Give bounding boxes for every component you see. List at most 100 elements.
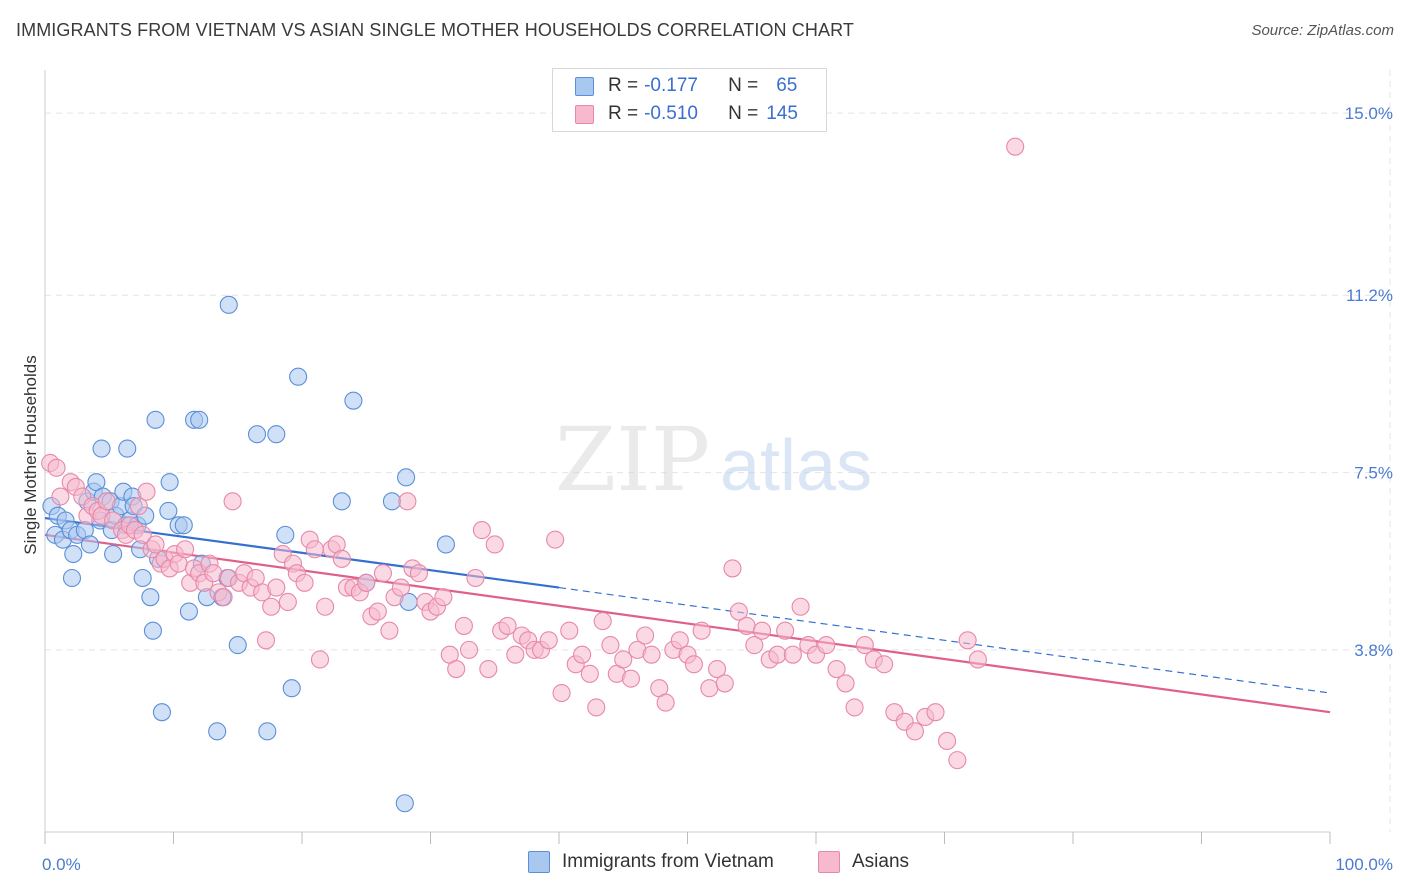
y-tick-label: 7.5% [1354, 464, 1393, 483]
data-point [133, 525, 152, 544]
data-point [159, 501, 178, 520]
data-point [174, 516, 193, 535]
data-point [498, 616, 517, 635]
r-value: -0.177 [644, 75, 698, 96]
data-point [459, 640, 479, 659]
data-point [700, 679, 719, 698]
legend-label: Asians [852, 851, 910, 872]
data-point [926, 703, 945, 722]
data-point [391, 578, 410, 597]
data-point [368, 602, 387, 621]
legend-row-vietnam: R = -0.177 N = 65 [575, 74, 797, 98]
data-point [190, 410, 209, 429]
data-point [380, 621, 399, 640]
data-point [47, 458, 66, 477]
data-point [752, 621, 772, 640]
data-point [875, 655, 894, 674]
pink-swatch-icon [575, 104, 594, 124]
data-point [552, 683, 571, 703]
data-point [670, 631, 689, 650]
data-point [208, 722, 227, 741]
blue-swatch-icon [575, 76, 594, 96]
data-point [382, 492, 402, 511]
n-label: N = [728, 75, 759, 96]
data-point [152, 703, 171, 722]
data-point [118, 439, 137, 458]
x-tick-label: 0.0% [42, 855, 81, 874]
data-point [129, 497, 148, 516]
data-point [262, 597, 281, 616]
data-point [855, 636, 874, 655]
data-point [332, 492, 351, 511]
data-point [92, 439, 111, 458]
data-point [905, 722, 924, 741]
pink-swatch-icon [818, 851, 840, 873]
axes [44, 70, 1331, 844]
data-point [204, 564, 223, 583]
data-point [395, 794, 414, 813]
data-point [295, 573, 314, 592]
data-point [948, 751, 967, 770]
data-point [968, 650, 987, 669]
data-point [768, 645, 787, 664]
data-point [305, 540, 324, 559]
data-point [817, 636, 836, 655]
data-point [267, 425, 286, 444]
series-pink [41, 137, 1025, 770]
series-legend: Immigrants from Vietnam Asians [0, 851, 1406, 879]
blue-swatch-icon [528, 851, 550, 873]
stats-legend: R = -0.177 N = 65 R = -0.510 N = 145 [552, 68, 827, 132]
watermark-atlas: atlas [720, 426, 872, 506]
data-point [316, 597, 335, 616]
tick-labels: 3.8% 7.5% 11.2% 15.0% 0.0% 100.0% [42, 104, 1393, 874]
data-point [938, 731, 957, 750]
data-point [836, 674, 855, 693]
r-label: R = [608, 103, 639, 124]
data-point [64, 544, 83, 564]
trend-line-pink [44, 533, 1331, 714]
data-point [656, 693, 675, 712]
data-point [146, 410, 165, 429]
data-point [587, 698, 606, 717]
data-point [737, 616, 756, 635]
chart-title: IMMIGRANTS FROM VIETNAM VS ASIAN SINGLE … [16, 20, 854, 40]
series-blue [42, 295, 455, 813]
n-value: 145 [766, 103, 798, 124]
data-point [409, 564, 428, 583]
data-point [614, 650, 633, 669]
data-point [539, 631, 558, 650]
x-tick-label: 100.0% [1335, 855, 1393, 874]
data-point [466, 568, 485, 588]
source-credit: Source: ZipAtlas.com [1251, 22, 1394, 39]
data-point [783, 645, 802, 664]
data-point [278, 592, 297, 612]
legend-row-asians: R = -0.510 N = 145 [575, 102, 798, 126]
watermark-zip: ZIP [555, 408, 710, 511]
trend-lines [44, 517, 1331, 714]
data-point [827, 660, 846, 679]
watermark: ZIP atlas [555, 408, 872, 511]
y-tick-label: 15.0% [1345, 104, 1393, 123]
y-tick-label: 11.2% [1346, 286, 1393, 305]
data-point [601, 636, 620, 655]
data-point [51, 487, 70, 506]
data-point [708, 660, 727, 679]
grid-lines [45, 70, 1391, 832]
data-point [684, 655, 703, 674]
data-point [636, 626, 655, 645]
data-point [447, 660, 466, 679]
r-value: -0.510 [644, 103, 698, 124]
data-point [282, 679, 301, 698]
data-point [332, 549, 351, 568]
data-point [397, 468, 416, 487]
data-point [454, 616, 473, 635]
data-point [642, 645, 661, 664]
data-point [62, 568, 82, 588]
n-value: 65 [776, 75, 798, 96]
data-point [289, 367, 308, 386]
data-point [593, 612, 612, 631]
data-point [398, 492, 417, 511]
data-point [219, 295, 238, 314]
data-point [310, 650, 330, 669]
data-point [176, 540, 195, 559]
